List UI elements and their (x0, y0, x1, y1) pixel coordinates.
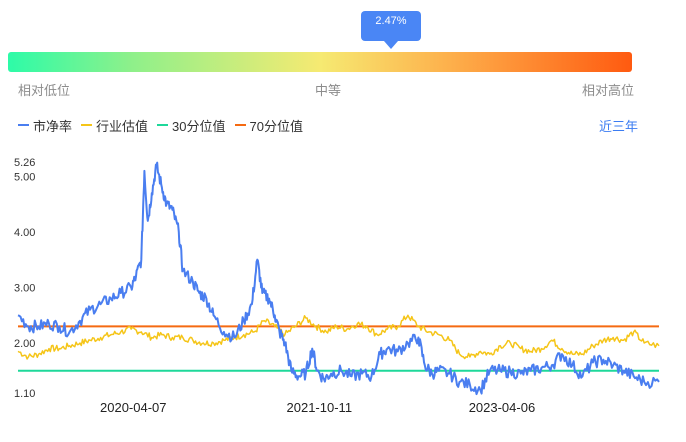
y-tick-label: 5.00 (14, 171, 35, 183)
x-tick-label: 2023-04-06 (469, 400, 536, 415)
pb-line-chart: 5.26 5.00 4.00 3.00 2.00 1.10 2020-04-07 2021-1… (14, 157, 660, 415)
legend-item-pb[interactable]: 市净率 (18, 116, 72, 135)
legend-swatch (81, 124, 93, 126)
y-tick-label: 5.26 (14, 157, 35, 169)
x-tick-label: 2020-04-07 (100, 400, 167, 415)
x-tick-label: 2021-10-11 (287, 400, 353, 415)
high-label: 相对高位 (582, 83, 635, 98)
legend-label: 市净率 (33, 118, 73, 134)
percentile-tooltip: 2.47% (361, 11, 421, 49)
valuation-gradient-bar (8, 52, 632, 72)
legend-label: 70分位值 (249, 118, 303, 134)
y-tick-label: 1.10 (14, 388, 35, 400)
legend-label: 30分位值 (172, 118, 226, 134)
legend-label: 行业估值 (96, 118, 149, 134)
low-label: 相对低位 (18, 83, 71, 98)
y-tick-label: 4.00 (14, 227, 35, 239)
chart-legend: 市净率 行业估值 30分位值 70分位值 (18, 116, 312, 134)
y-tick-label: 3.00 (14, 282, 35, 294)
mid-label: 中等 (315, 83, 342, 98)
legend-item-p30[interactable]: 30分位值 (157, 116, 226, 135)
y-tick-label: 2.00 (14, 338, 35, 350)
tooltip-value: 2.47% (375, 15, 407, 27)
legend-swatch (18, 124, 29, 126)
legend-item-p70[interactable]: 70分位值 (234, 116, 303, 135)
legend-swatch (157, 124, 169, 126)
series-line-industry (17, 314, 660, 360)
legend-item-industry[interactable]: 行业估值 (81, 116, 148, 135)
legend-swatch (234, 124, 246, 126)
series-line-pb (17, 161, 660, 396)
range-selector-link[interactable]: 近三年 (599, 119, 639, 134)
